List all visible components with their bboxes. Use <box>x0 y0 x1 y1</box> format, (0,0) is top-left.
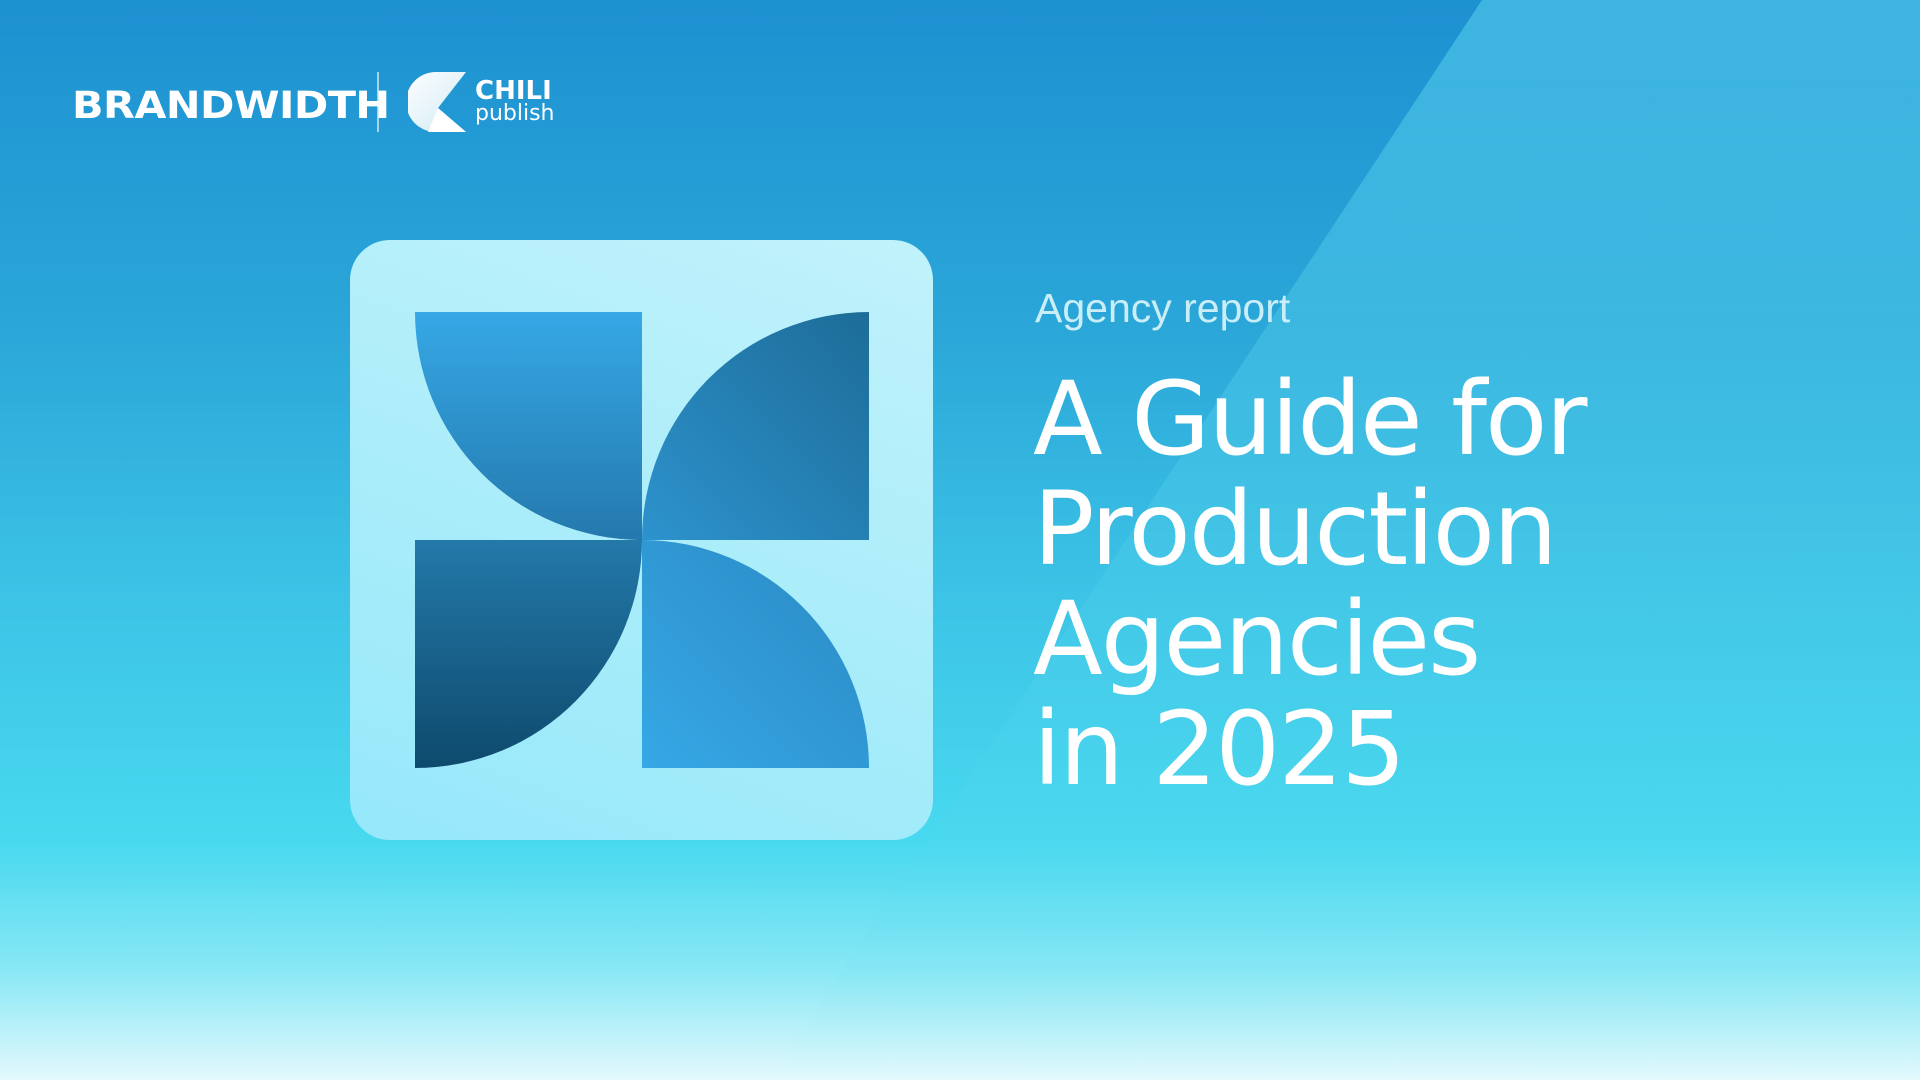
brandwidth-logo: BRANDWIDTH <box>72 84 390 127</box>
logo-divider <box>377 72 379 132</box>
chili-publish-logo-icon <box>408 72 466 132</box>
report-type-label: Agency report <box>1035 285 1291 331</box>
title-line: in 2025 <box>1033 690 1406 809</box>
pinwheel-bottom-left <box>415 540 642 768</box>
pinwheel-top-right <box>642 312 869 540</box>
chili-logo-text: CHILI <box>475 76 552 106</box>
pinwheel-top-left <box>415 312 642 540</box>
page-title: A Guide for Production Agencies in 2025 <box>1033 360 1587 809</box>
title-line: Production <box>1033 470 1558 589</box>
pinwheel-bottom-right <box>642 540 869 768</box>
hero-artwork-card <box>350 240 933 840</box>
title-line: A Guide for <box>1033 360 1587 479</box>
publish-logo-text: publish <box>475 101 555 126</box>
title-line: Agencies <box>1033 580 1481 699</box>
pinwheel-graphic <box>415 312 869 768</box>
